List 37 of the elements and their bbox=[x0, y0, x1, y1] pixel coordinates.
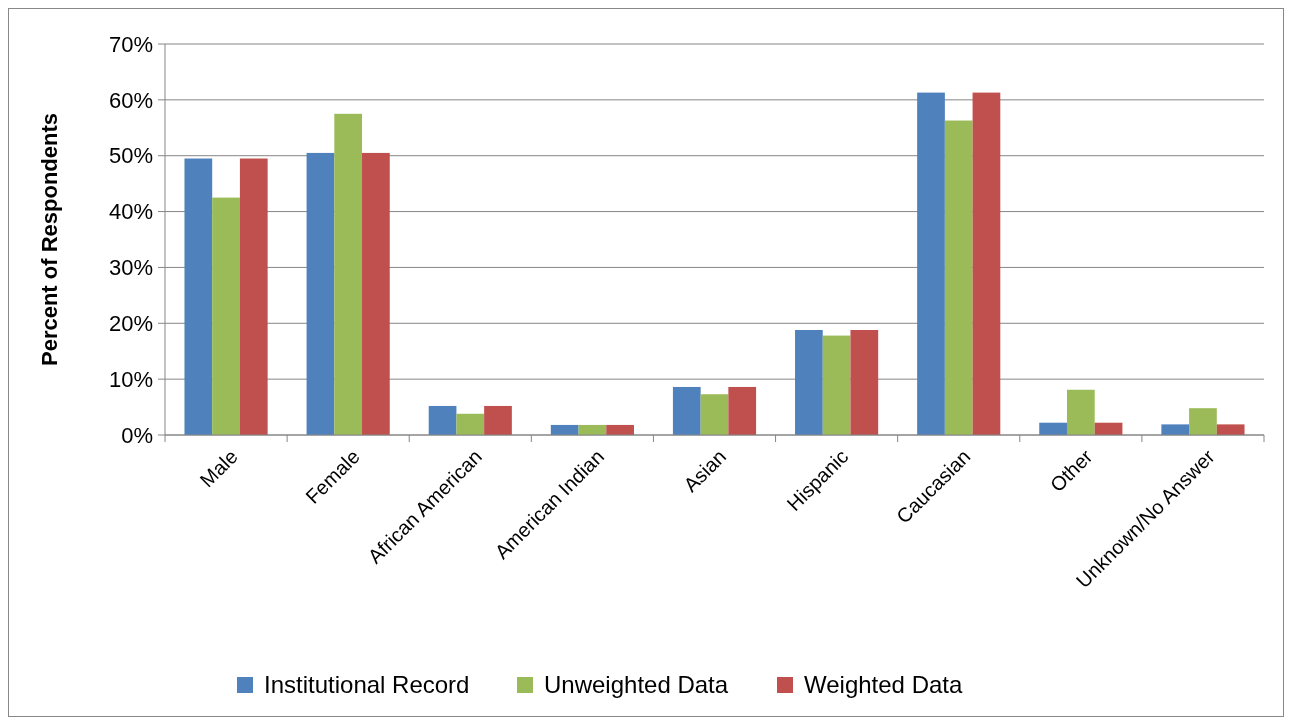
bar bbox=[212, 197, 240, 435]
y-tick-label: 20% bbox=[108, 310, 153, 336]
y-tick-label: 0% bbox=[121, 422, 153, 448]
bar bbox=[917, 92, 945, 435]
legend-label: Unweighted Data bbox=[544, 671, 729, 699]
legend-label: Institutional Record bbox=[264, 671, 470, 699]
bar bbox=[850, 329, 879, 435]
bar bbox=[728, 386, 757, 435]
y-tick-label: 70% bbox=[108, 31, 153, 57]
bar bbox=[700, 394, 729, 435]
y-tick-label: 30% bbox=[108, 255, 153, 281]
bar bbox=[795, 329, 823, 435]
y-axis-title: Percent of Respondents bbox=[37, 112, 62, 367]
bar bbox=[972, 92, 1001, 435]
bar bbox=[944, 120, 973, 435]
bar bbox=[306, 152, 335, 435]
bar bbox=[456, 413, 485, 435]
bar bbox=[484, 405, 512, 435]
bar bbox=[1161, 424, 1190, 435]
y-tick-label: 40% bbox=[108, 199, 153, 225]
bar bbox=[822, 335, 851, 435]
bar bbox=[1216, 424, 1245, 435]
bar bbox=[1066, 389, 1095, 435]
bar bbox=[550, 424, 579, 435]
legend-label: Weighted Data bbox=[804, 671, 963, 699]
bar bbox=[239, 158, 268, 435]
bar bbox=[672, 386, 701, 435]
bar bbox=[334, 113, 363, 435]
bar bbox=[606, 424, 634, 435]
bar bbox=[362, 152, 390, 435]
y-tick-label: 60% bbox=[108, 87, 153, 113]
bar bbox=[1189, 408, 1217, 435]
y-tick-label: 50% bbox=[108, 143, 153, 169]
bar bbox=[184, 158, 213, 435]
y-tick-label: 10% bbox=[108, 366, 153, 392]
bar bbox=[428, 405, 457, 435]
bar bbox=[1039, 422, 1067, 435]
